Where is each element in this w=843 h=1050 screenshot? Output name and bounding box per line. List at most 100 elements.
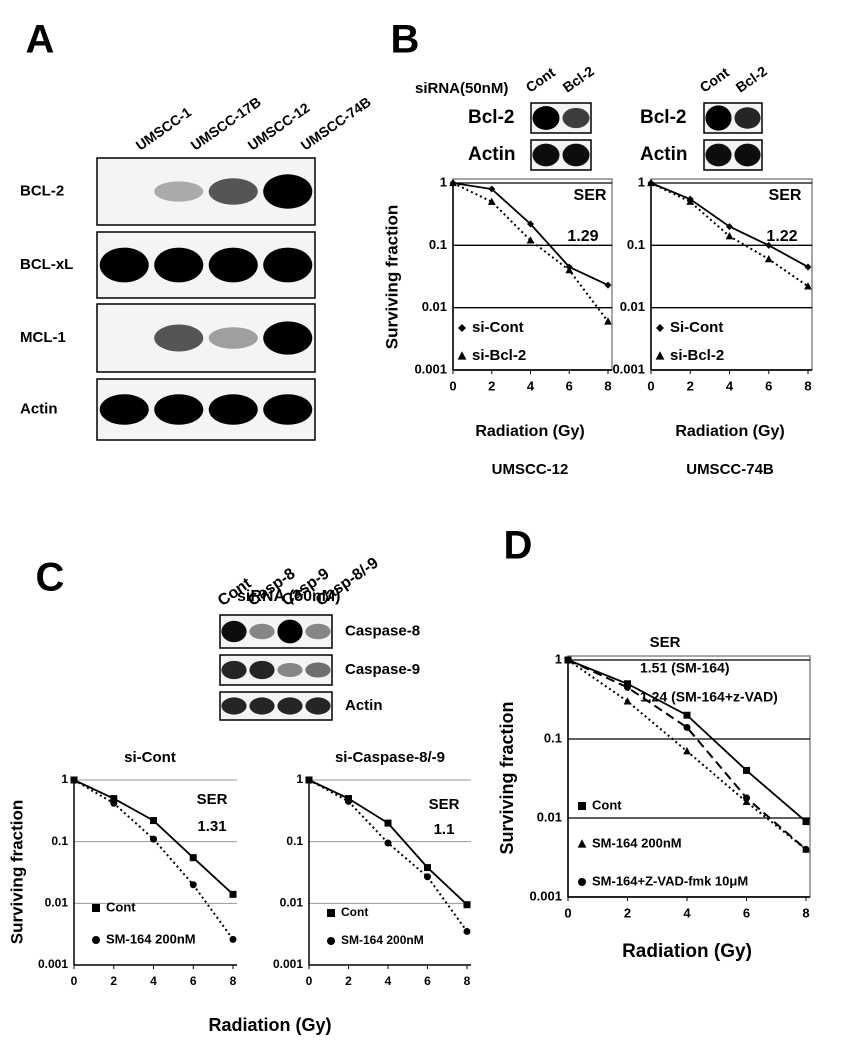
legend-marker — [578, 878, 586, 886]
legend-label: SM-164+Z-VAD-fmk 10μM — [592, 873, 748, 888]
data-point — [564, 656, 572, 664]
blot-band — [263, 394, 313, 425]
data-point — [526, 236, 535, 244]
annotation: 1.22 — [766, 228, 797, 245]
blot-band — [221, 697, 247, 715]
data-point — [743, 766, 750, 774]
legend-label: SM-164 200nM — [341, 933, 424, 947]
blot-band — [705, 105, 732, 131]
blot-band — [277, 619, 303, 644]
y-tick-label: 0.001 — [612, 361, 645, 376]
legend-marker — [327, 909, 335, 917]
data-point — [70, 776, 78, 784]
y-tick-label: 0.1 — [429, 237, 447, 252]
x-axis-label: Radiation (Gy) — [475, 423, 584, 440]
data-point — [764, 254, 773, 263]
chart-title: si-Caspase-8/-9 — [335, 749, 445, 766]
x-tick-label: 6 — [566, 378, 573, 393]
data-point — [189, 881, 197, 889]
x-tick-label: 4 — [726, 378, 734, 393]
annotation: 1.31 — [197, 818, 226, 835]
x-tick-label: 2 — [488, 378, 495, 393]
data-point — [345, 797, 352, 805]
blot-band — [208, 178, 258, 205]
blot-band — [208, 327, 258, 349]
blot-label: siRNA (50nM) — [237, 588, 340, 605]
y-tick-label: 0.01 — [422, 299, 447, 314]
x-tick-label: 8 — [604, 378, 611, 393]
data-point — [229, 935, 237, 943]
x-tick-label: 8 — [464, 974, 471, 988]
blot-band — [208, 247, 258, 283]
blot-band — [277, 697, 303, 715]
blot-band — [249, 623, 275, 640]
x-tick-label: 4 — [683, 905, 691, 920]
x-tick-label: 2 — [110, 974, 117, 988]
blot-band — [154, 181, 204, 202]
y-tick-label: 0.1 — [286, 834, 303, 848]
blot-band — [532, 106, 560, 130]
blot-band — [221, 620, 247, 643]
data-point — [624, 680, 631, 688]
x-tick-label: 0 — [306, 974, 313, 988]
data-point — [647, 178, 655, 187]
blot-row-label: BCL-2 — [20, 182, 64, 199]
blot-row-label: MCL-1 — [20, 329, 66, 346]
y-tick-label: 0.01 — [280, 896, 304, 910]
legend-label: SM-164 200nM — [592, 835, 682, 850]
data-point — [804, 282, 812, 290]
data-point — [804, 263, 812, 271]
annotation: SER — [574, 187, 607, 204]
annotation: 1.51 (SM-164) — [640, 660, 729, 676]
legend-label: si-Cont — [472, 319, 524, 336]
y-tick-label: 0.01 — [620, 299, 645, 314]
x-tick-label: 0 — [647, 378, 654, 393]
x-axis-label: Radiation (Gy) — [208, 1015, 331, 1035]
blot-band — [99, 394, 149, 425]
blot-band — [99, 247, 149, 283]
series-line — [308, 779, 468, 933]
blot-row-label: Caspase-8 — [345, 622, 420, 639]
data-point — [463, 927, 471, 935]
data-point — [765, 241, 773, 249]
x-tick-label: 4 — [527, 378, 535, 393]
blot-band — [249, 697, 275, 715]
data-point — [686, 197, 695, 205]
data-point — [527, 220, 534, 228]
blot-band — [734, 143, 761, 167]
legend-marker — [577, 839, 587, 848]
panel-label: D — [504, 524, 533, 568]
blot-band — [154, 394, 204, 425]
chart-title: si-Cont — [124, 749, 176, 766]
legend-label: Si-Cont — [670, 319, 723, 336]
y-tick-label: 1 — [61, 772, 68, 786]
x-tick-label: 8 — [230, 974, 237, 988]
x-tick-label: 2 — [624, 905, 631, 920]
x-tick-label: 6 — [190, 974, 197, 988]
blot-band — [154, 247, 204, 283]
blot-band — [734, 107, 761, 129]
panel-label: C — [36, 556, 65, 600]
blot-band — [305, 697, 331, 715]
series-line — [73, 779, 234, 940]
panel-label: B — [391, 18, 420, 62]
blot-band — [263, 321, 313, 355]
x-tick-label: 6 — [424, 974, 431, 988]
legend-marker — [92, 904, 100, 912]
blot-band — [208, 394, 258, 425]
data-point — [802, 845, 810, 853]
chart-caption: UMSCC-12 — [492, 461, 569, 478]
y-tick-label: 1 — [440, 174, 447, 189]
y-tick-label: 1 — [638, 174, 645, 189]
y-tick-label: 0.01 — [45, 896, 69, 910]
legend-label: si-Bcl-2 — [472, 347, 526, 364]
data-point — [424, 864, 431, 872]
legend-marker — [656, 324, 664, 332]
data-point — [604, 317, 612, 325]
legend-marker — [458, 324, 466, 332]
legend-label: Cont — [592, 797, 622, 812]
legend-label: si-Bcl-2 — [670, 347, 724, 364]
data-point — [487, 197, 496, 205]
blot-band — [562, 107, 590, 129]
